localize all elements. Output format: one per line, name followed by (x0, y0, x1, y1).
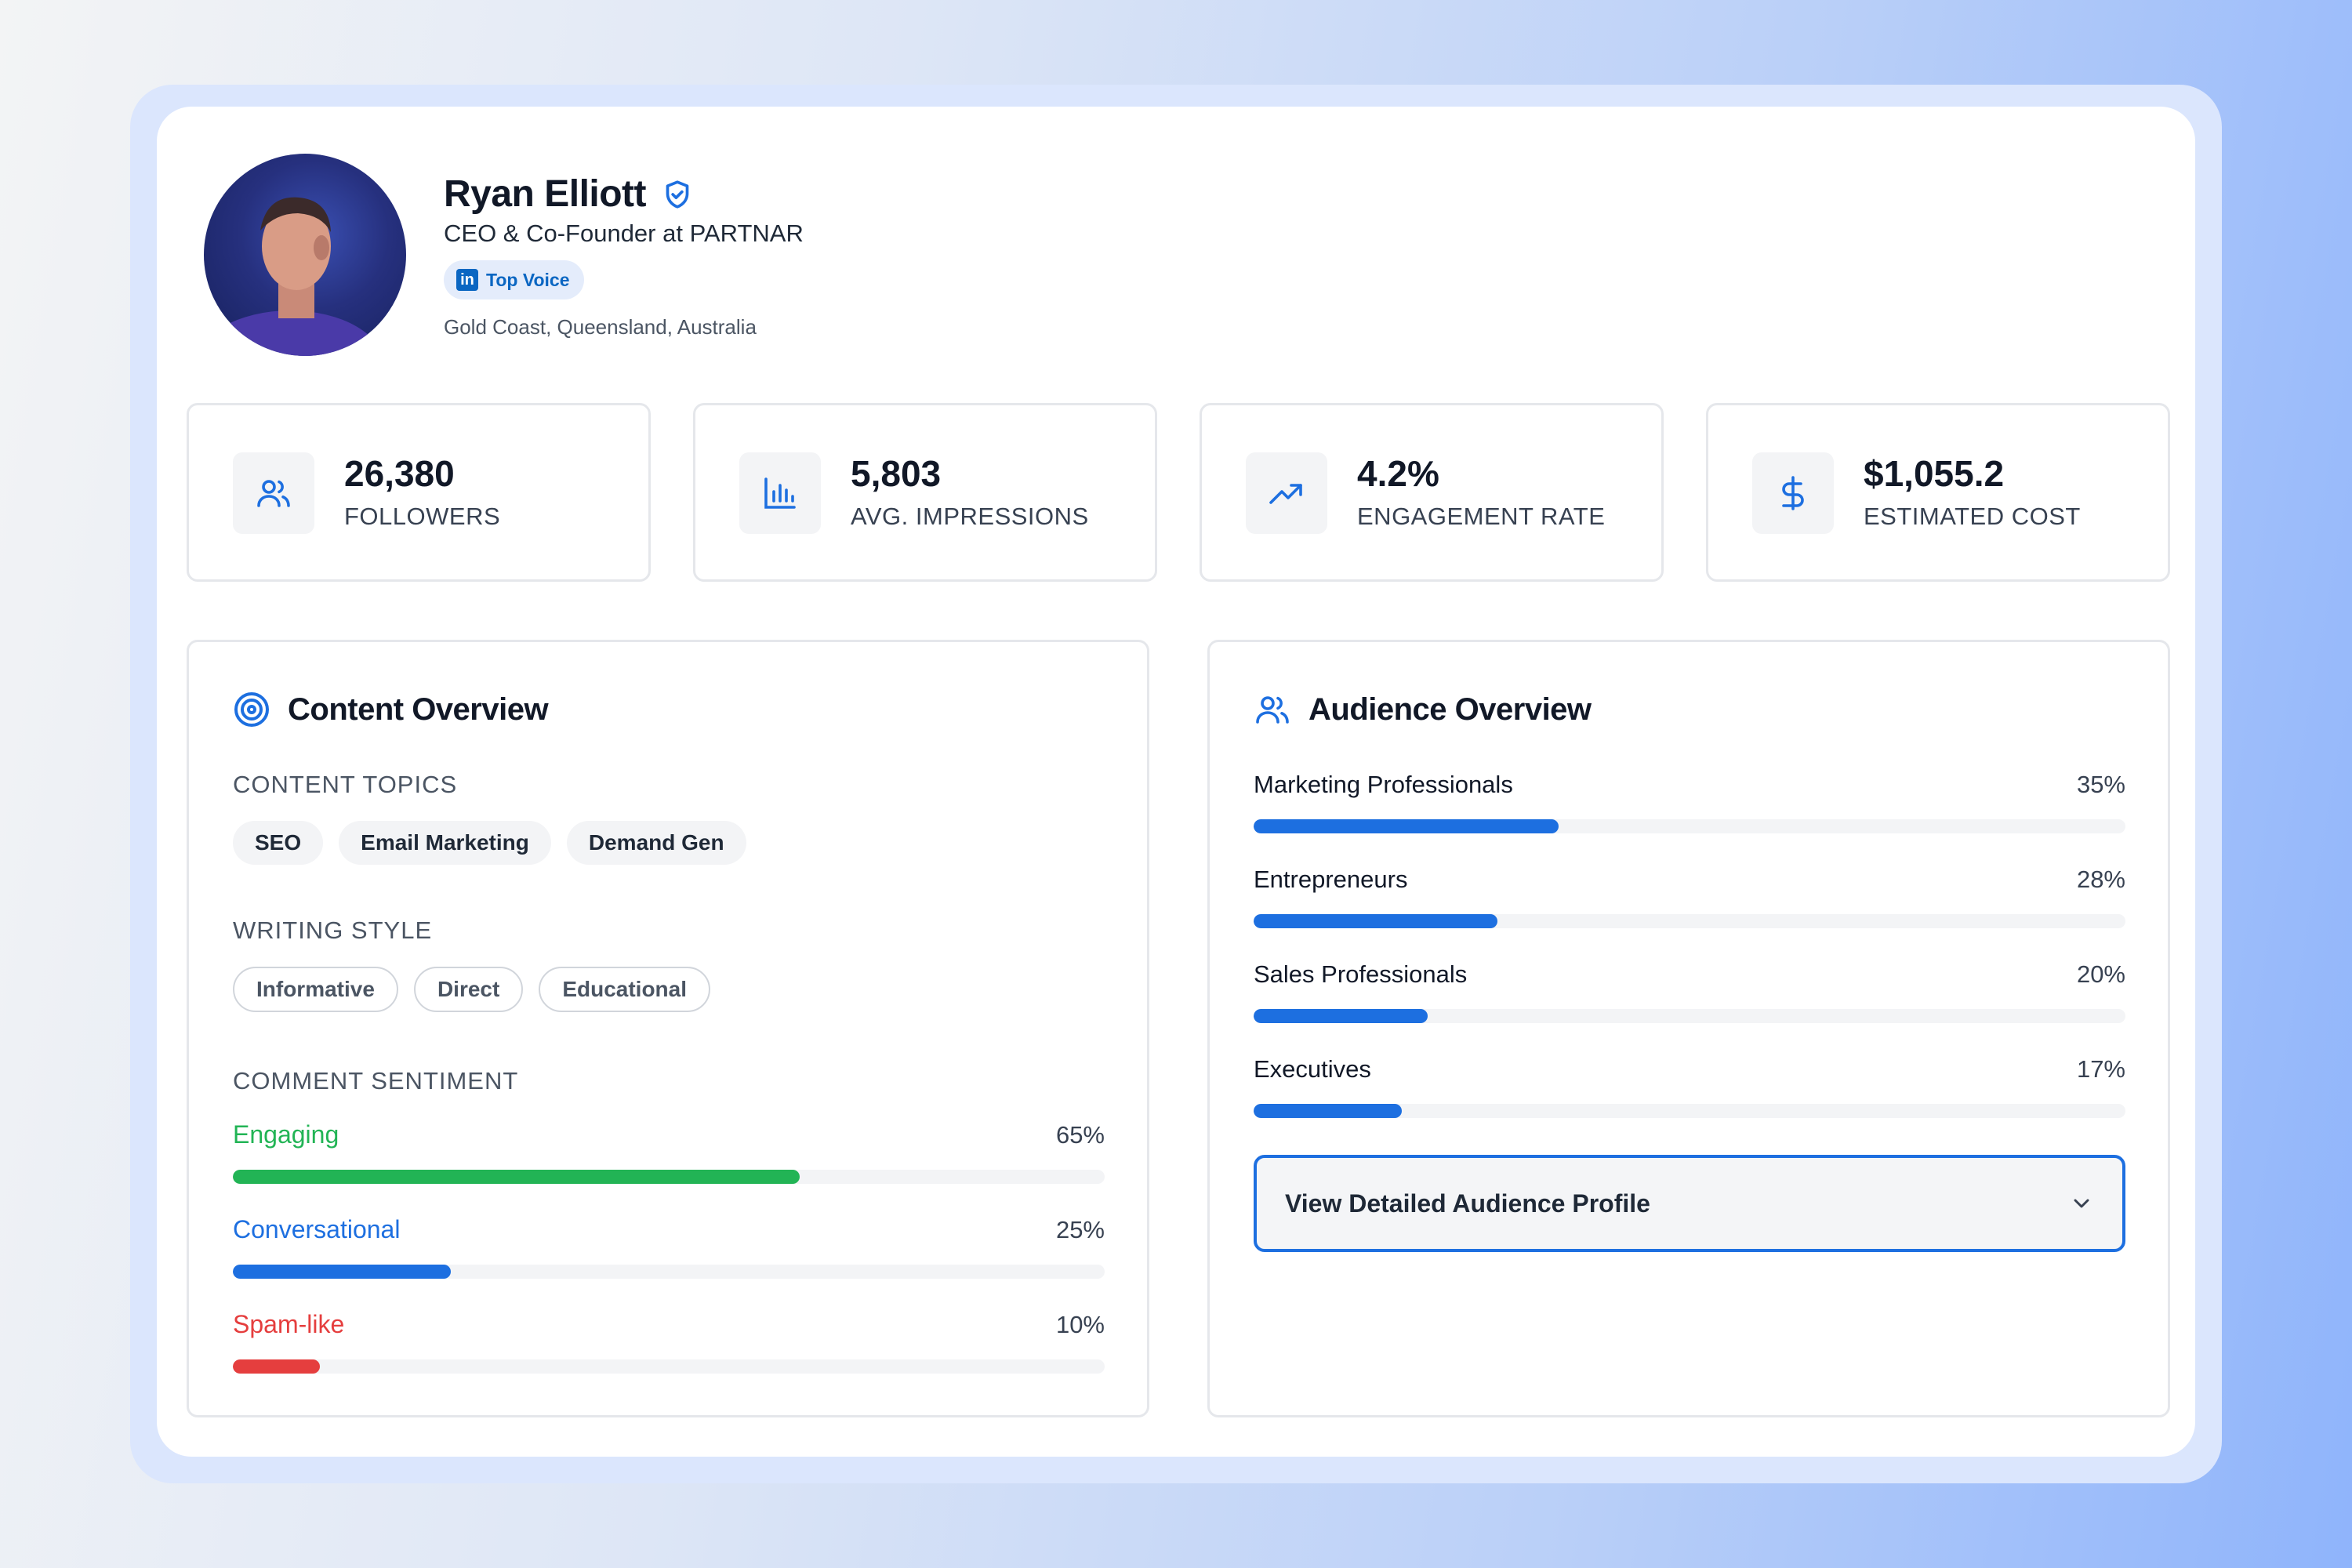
audience-pct: 28% (2076, 866, 2125, 893)
stat-card-cost: $1,055.2 ESTIMATED COST (1706, 403, 2170, 582)
audience-overview-panel: Audience Overview Marketing Professional… (1207, 640, 2170, 1417)
sentiment-label: Engaging (233, 1120, 339, 1149)
audience-row: Marketing Professionals 35% (1254, 771, 2125, 833)
profile-title: CEO & Co-Founder at PARTNAR (444, 220, 804, 247)
verified-shield-icon (666, 180, 689, 209)
progress-track (1254, 1009, 2125, 1023)
progress-fill (233, 1170, 800, 1184)
target-icon (234, 692, 269, 727)
progress-fill (233, 1359, 321, 1374)
users-icon (233, 452, 314, 534)
audience-pct: 35% (2076, 771, 2125, 798)
style-chip[interactable]: Informative (233, 967, 398, 1012)
stat-card-impressions: 5,803 AVG. IMPRESSIONS (693, 403, 1157, 582)
audience-label: Executives (1254, 1055, 1371, 1083)
progress-track (233, 1170, 1105, 1184)
topic-chip[interactable]: Demand Gen (566, 821, 746, 865)
avatar (204, 154, 406, 356)
progress-track (233, 1359, 1105, 1374)
profile-name: Ryan Elliott (444, 173, 647, 215)
sentiment-label: Spam-like (233, 1310, 345, 1338)
stat-label: AVG. IMPRESSIONS (851, 503, 1089, 530)
sentiment-row-spam: Spam-like 10% (233, 1310, 1105, 1374)
style-chip[interactable]: Educational (539, 967, 711, 1012)
panel-title: Content Overview (288, 691, 549, 727)
trending-up-icon (1246, 452, 1327, 534)
progress-track (1254, 819, 2125, 833)
stat-label: FOLLOWERS (344, 503, 501, 530)
audience-profile-dropdown[interactable]: View Detailed Audience Profile (1254, 1155, 2125, 1252)
progress-track (1254, 914, 2125, 928)
dropdown-label: View Detailed Audience Profile (1285, 1189, 1650, 1218)
stat-value: 5,803 (851, 453, 942, 494)
sentiment-pct: 25% (1055, 1216, 1105, 1243)
audience-row: Entrepreneurs 28% (1254, 866, 2125, 928)
linkedin-icon: in (456, 269, 478, 291)
progress-fill (1254, 819, 1559, 833)
chevron-down-icon (2074, 1199, 2089, 1208)
users-icon (1256, 696, 1289, 724)
audience-pct: 17% (2076, 1055, 2125, 1083)
dollar-icon (1752, 452, 1834, 534)
comment-sentiment-label: COMMENT SENTIMENT (233, 1067, 519, 1094)
content-topics-chips: SEO Email Marketing Demand Gen (233, 821, 746, 865)
profile-location: Gold Coast, Queensland, Australia (444, 315, 757, 339)
content-topics-label: CONTENT TOPICS (233, 771, 458, 798)
progress-track (1254, 1104, 2125, 1118)
top-voice-badge: in Top Voice (444, 260, 584, 299)
bar-chart-icon (739, 452, 821, 534)
progress-fill (1254, 1009, 1428, 1023)
writing-style-label: WRITING STYLE (233, 916, 433, 944)
sentiment-pct: 65% (1055, 1121, 1105, 1149)
progress-fill (1254, 1104, 1403, 1118)
audience-label: Sales Professionals (1254, 960, 1468, 988)
badge-label: Top Voice (486, 269, 570, 290)
stat-value: 4.2% (1357, 453, 1439, 494)
writing-style-chips: Informative Direct Educational (233, 967, 711, 1012)
topic-chip[interactable]: SEO (233, 821, 324, 865)
profile-card: Ryan Elliott CEO & Co-Founder at PARTNAR… (157, 107, 2195, 1457)
sentiment-pct: 10% (1055, 1311, 1105, 1338)
stat-value: 26,380 (344, 453, 455, 494)
audience-label: Marketing Professionals (1254, 771, 1513, 798)
audience-row: Executives 17% (1254, 1055, 2125, 1118)
progress-fill (233, 1265, 451, 1279)
stat-card-engagement: 4.2% ENGAGEMENT RATE (1200, 403, 1664, 582)
sentiment-row-conversational: Conversational 25% (233, 1215, 1105, 1279)
stat-card-followers: 26,380 FOLLOWERS (187, 403, 651, 582)
progress-fill (1254, 914, 1498, 928)
panel-title: Audience Overview (1308, 691, 1592, 727)
stat-label: ESTIMATED COST (1864, 503, 2081, 530)
avatar-photo (204, 197, 383, 356)
sentiment-label: Conversational (233, 1215, 401, 1243)
style-chip[interactable]: Direct (413, 967, 524, 1012)
topic-chip[interactable]: Email Marketing (339, 821, 551, 865)
progress-track (233, 1265, 1105, 1279)
audience-pct: 20% (2076, 960, 2125, 988)
audience-row: Sales Professionals 20% (1254, 960, 2125, 1023)
audience-label: Entrepreneurs (1254, 866, 1408, 893)
content-overview-panel: Content Overview CONTENT TOPICS SEO Emai… (187, 640, 1149, 1417)
sentiment-row-engaging: Engaging 65% (233, 1120, 1105, 1184)
stat-value: $1,055.2 (1864, 453, 2005, 494)
stat-label: ENGAGEMENT RATE (1357, 503, 1606, 530)
